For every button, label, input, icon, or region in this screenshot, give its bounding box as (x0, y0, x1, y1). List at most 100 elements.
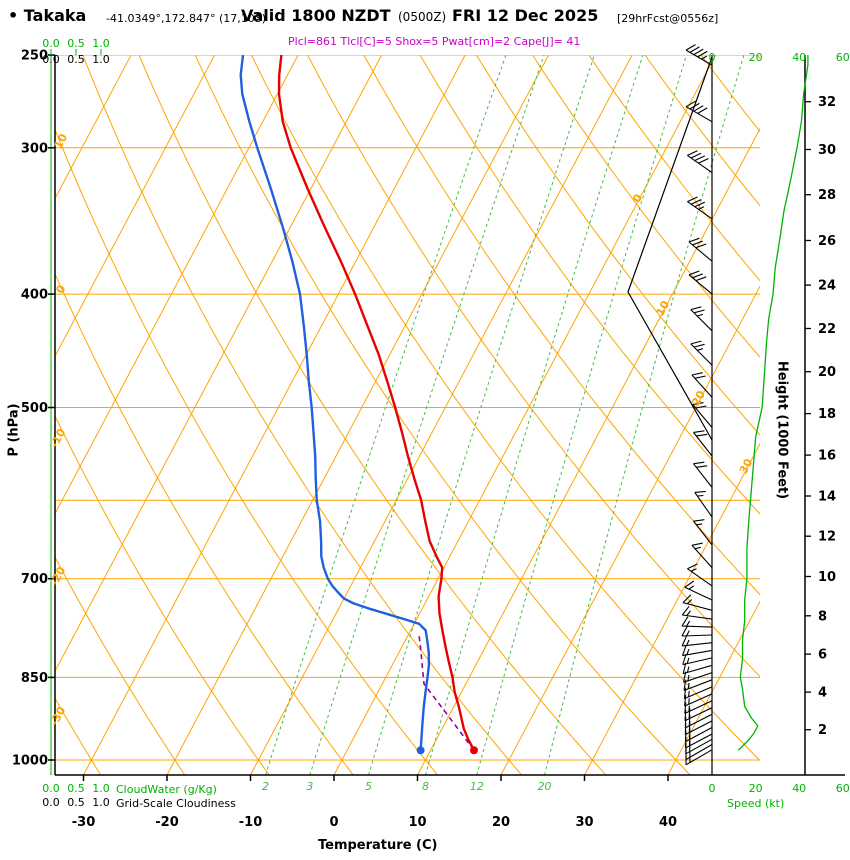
barb-full-feather (690, 152, 702, 159)
barb-half-feather (686, 657, 690, 664)
temp-tick-label: -20 (155, 815, 179, 830)
dry-adiabat-line (194, 55, 691, 775)
dry-adiabat-line (138, 55, 607, 775)
valid-time: Valid 1800 NZDT (241, 6, 391, 25)
barb-half-feather (697, 348, 704, 351)
barb-staff (693, 463, 713, 488)
pressure-tick-label: 1000 (12, 754, 48, 769)
mixing-ratio-label: 20 (538, 780, 552, 793)
speed-bottom-tick-label: 40 (792, 782, 806, 795)
station-name: • Takaka (8, 6, 87, 25)
wind-barb (691, 372, 713, 398)
barb-full-feather (697, 107, 708, 114)
barb-half-feather (688, 698, 690, 705)
pressure-axis-label: P (hPa) (6, 403, 22, 457)
speed-bottom-tick-label: 20 (749, 782, 763, 795)
barb-full-feather (692, 273, 703, 279)
valid-date: FRI 12 Dec 2025 (452, 6, 599, 25)
speed-bottom-tick-label: 60 (836, 782, 850, 795)
isotherm-line (55, 55, 132, 200)
barb-full-feather (695, 243, 707, 249)
mixing-ratio-label: 5 (365, 780, 372, 793)
temp-axis-label: Temperature (C) (318, 838, 438, 853)
cloudwater-bottom-tick-label: 1.0 (92, 782, 110, 795)
dry-adiabat-line (55, 697, 102, 775)
temp-tick-label: 10 (408, 815, 426, 830)
sounding-profiles (239, 54, 809, 755)
barb-full-feather (692, 402, 704, 406)
isotherm-line (250, 55, 633, 775)
barb-half-feather (701, 55, 708, 60)
barb-full-feather (692, 240, 703, 246)
dry-adiabat-line (55, 414, 270, 775)
wind-barb (688, 270, 713, 295)
cloudwater-top-tick-label: 0.5 (67, 37, 85, 50)
barb-half-feather (696, 523, 703, 526)
surface-dewpoint-dot (416, 746, 425, 755)
barb-full-feather (681, 645, 687, 656)
barb-half-feather (687, 690, 690, 697)
barb-full-feather (694, 490, 706, 493)
cloudiness-top-tick-label: 0.0 (42, 53, 60, 66)
barb-full-feather (696, 433, 708, 437)
barb-full-feather (695, 276, 707, 282)
wind-barb (681, 645, 713, 657)
pressure-tick-label: 700 (21, 572, 48, 587)
isotherm-value-label: 10 (654, 298, 673, 318)
height-axis-label: Height (1000 Feet) (774, 360, 790, 500)
barb-staff (682, 649, 713, 657)
barb-full-feather (685, 100, 696, 108)
barb-full-feather (683, 687, 687, 699)
wind-barb (684, 580, 713, 601)
wind-barb (690, 340, 713, 366)
barb-half-feather (697, 313, 704, 317)
barb-full-feather (695, 405, 707, 409)
height-tick-label: 30 (818, 143, 836, 158)
height-tick-label: 22 (818, 322, 836, 337)
wind-barb (684, 693, 713, 707)
barb-full-feather (681, 605, 690, 616)
barb-staff (694, 492, 713, 518)
barb-full-feather (687, 150, 698, 156)
isotherm-line (584, 442, 760, 775)
axes-frame (48, 49, 845, 781)
height-tick-label: 18 (818, 407, 836, 422)
isotherm-value-label: 0 (630, 192, 645, 205)
barb-full-feather (683, 671, 687, 683)
isotherm-line (83, 55, 466, 775)
isotherm-line (166, 55, 550, 775)
barb-full-feather (682, 653, 687, 665)
barb-staff (688, 241, 713, 262)
barb-full-feather (693, 48, 704, 56)
cloudiness-bottom-tick-label: 0.5 (67, 796, 85, 809)
wind-barb (691, 542, 713, 568)
mixing-ratio-label: 12 (470, 780, 484, 793)
barb-full-feather (689, 46, 700, 53)
barb-full-feather (684, 702, 687, 714)
height-tick-label: 14 (818, 490, 836, 505)
barb-half-feather (686, 666, 690, 673)
wind-barb (690, 306, 713, 332)
cloudiness-top-tick-label: 0.5 (67, 53, 85, 66)
pressure-tick-label: 300 (21, 141, 48, 156)
height-tick-label: 24 (818, 279, 836, 294)
barb-half-feather (686, 630, 690, 637)
barb-half-feather (698, 206, 705, 210)
mixing-ratio-line (368, 55, 595, 775)
barb-full-feather (693, 309, 705, 314)
wind-barb (682, 653, 713, 666)
barb-full-feather (696, 465, 708, 468)
cloudiness-bottom-tick-label: 0.0 (42, 796, 60, 809)
wind-barb (687, 150, 713, 174)
barb-staff (693, 520, 713, 546)
barb-full-feather (688, 270, 700, 276)
mixing-ratio-line (476, 55, 687, 775)
isotherm-line (55, 55, 216, 358)
barb-full-feather (688, 707, 691, 719)
barb-half-feather (687, 682, 690, 689)
dry-adiabat-line (55, 556, 186, 775)
barb-half-feather (686, 620, 691, 627)
surface-temp-dot (470, 746, 478, 755)
barb-half-feather (686, 639, 690, 646)
dry-adiabat-line (419, 55, 760, 515)
